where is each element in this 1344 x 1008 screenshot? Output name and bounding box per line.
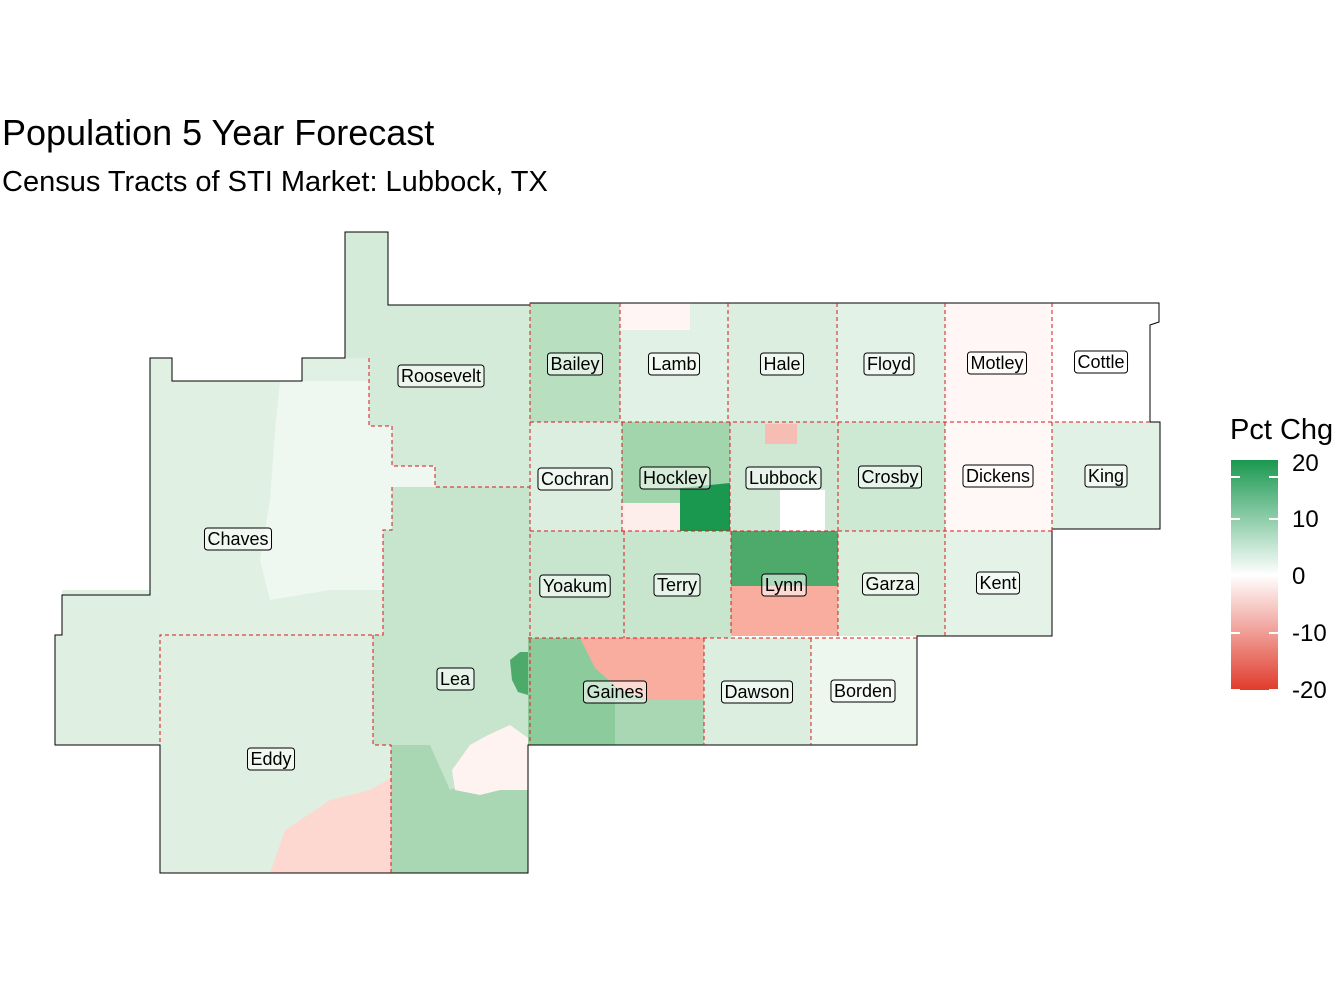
county-label-text: Kent xyxy=(979,573,1016,593)
county-label-cottle: Cottle xyxy=(1073,350,1129,374)
county-label-bailey: Bailey xyxy=(546,352,604,376)
tract-gaines-southeast xyxy=(615,700,704,745)
county-label-box xyxy=(761,573,807,597)
county-label-text: Garza xyxy=(865,574,915,594)
county-roosevelt[interactable] xyxy=(345,232,530,487)
county-label-box xyxy=(647,352,701,376)
county-label-text: Floyd xyxy=(867,354,911,374)
county-label-text: Terry xyxy=(657,575,697,595)
county-label-box xyxy=(639,466,711,490)
legend-tick-label: -10 xyxy=(1292,620,1327,647)
region-outline xyxy=(54,231,1161,874)
county-label-box xyxy=(582,680,648,704)
county-label-text: Cochran xyxy=(541,469,609,489)
county-label-box xyxy=(1084,464,1128,488)
county-label-text: Eddy xyxy=(250,749,291,769)
county-label-kent: Kent xyxy=(975,571,1021,595)
tract-lea-east xyxy=(510,652,528,695)
tract-lea-pocket xyxy=(452,725,528,795)
map-subtitle: Census Tracts of STI Market: Lubbock, TX xyxy=(2,166,548,198)
tract-eddy-southeast xyxy=(270,778,391,873)
county-label-hockley: Hockley xyxy=(639,466,711,490)
county-boundaries xyxy=(159,303,1150,873)
county-label-text: Roosevelt xyxy=(401,366,481,386)
county-label-dickens: Dickens xyxy=(962,464,1034,488)
county-label-gaines: Gaines xyxy=(582,680,648,704)
county-label-lamb: Lamb xyxy=(647,352,701,376)
legend-tick-label: 0 xyxy=(1292,563,1306,590)
tract-lubbock-center xyxy=(780,490,825,531)
county-label-text: Gaines xyxy=(586,682,643,702)
county-label-text: Borden xyxy=(834,681,892,701)
county-label-box xyxy=(537,467,613,491)
county-label-lynn: Lynn xyxy=(761,573,807,597)
legend-tick-label: -20 xyxy=(1292,677,1327,704)
county-label-text: Lea xyxy=(440,669,471,689)
county-label-box xyxy=(539,574,611,598)
county-label-text: Lubbock xyxy=(749,468,818,488)
county-label-text: Crosby xyxy=(861,467,918,487)
county-label-motley: Motley xyxy=(966,351,1028,375)
county-label-text: Lamb xyxy=(651,354,696,374)
county-label-hale: Hale xyxy=(759,352,805,376)
county-label-text: Dickens xyxy=(966,466,1030,486)
county-label-floyd: Floyd xyxy=(863,352,915,376)
county-label-borden: Borden xyxy=(830,679,896,703)
county-label-lea: Lea xyxy=(436,667,475,691)
county-label-box xyxy=(830,679,896,703)
legend-title: Pct Chg xyxy=(1230,414,1334,446)
county-label-box xyxy=(1073,350,1129,374)
county-label-text: Motley xyxy=(970,353,1023,373)
county-label-box xyxy=(546,352,604,376)
county-label-eddy: Eddy xyxy=(246,747,296,771)
county-label-box xyxy=(397,364,485,388)
county-label-text: Yoakum xyxy=(543,576,607,596)
county-eddy[interactable] xyxy=(55,595,391,873)
map-title: Population 5 Year Forecast xyxy=(2,112,435,153)
county-label-box xyxy=(975,571,1021,595)
tract-lynn-south xyxy=(731,586,838,636)
county-label-dawson: Dawson xyxy=(720,680,794,704)
county-label-terry: Terry xyxy=(653,573,701,597)
county-label-text: Hale xyxy=(763,354,800,374)
county-label-king: King xyxy=(1084,464,1128,488)
tract-hockley-southeast xyxy=(680,483,730,531)
tract-chaves-east xyxy=(260,381,435,600)
county-label-garza: Garza xyxy=(861,572,919,596)
county-label-box xyxy=(962,464,1034,488)
tract-gaines-north xyxy=(580,638,704,700)
county-label-box xyxy=(720,680,794,704)
county-label-box xyxy=(759,352,805,376)
legend-tick-label: 20 xyxy=(1292,450,1319,477)
county-label-crosby: Crosby xyxy=(857,465,923,489)
county-label-chaves: Chaves xyxy=(203,527,273,551)
county-label-text: Bailey xyxy=(550,354,599,374)
county-label-cochran: Cochran xyxy=(537,467,613,491)
county-label-box xyxy=(436,667,475,691)
county-label-box xyxy=(203,527,273,551)
county-label-text: Lynn xyxy=(765,575,803,595)
county-label-box xyxy=(857,465,923,489)
county-label-roosevelt: Roosevelt xyxy=(397,364,485,388)
tract-hockley-southwest xyxy=(622,503,680,531)
county-label-lubbock: Lubbock xyxy=(745,466,822,490)
county-label-box xyxy=(863,352,915,376)
county-label-box xyxy=(246,747,296,771)
county-label-text: Chaves xyxy=(207,529,268,549)
county-label-box xyxy=(745,466,822,490)
legend-tick-label: 10 xyxy=(1292,506,1319,533)
county-label-box xyxy=(861,572,919,596)
county-label-yoakum: Yoakum xyxy=(539,574,611,598)
county-label-text: Hockley xyxy=(643,468,707,488)
county-label-text: Cottle xyxy=(1077,352,1124,372)
county-label-text: King xyxy=(1088,466,1124,486)
tract-lamb-north xyxy=(620,303,690,330)
county-label-text: Dawson xyxy=(724,682,789,702)
county-label-box xyxy=(653,573,701,597)
county-label-box xyxy=(966,351,1028,375)
tract-lubbock-north xyxy=(765,424,797,444)
